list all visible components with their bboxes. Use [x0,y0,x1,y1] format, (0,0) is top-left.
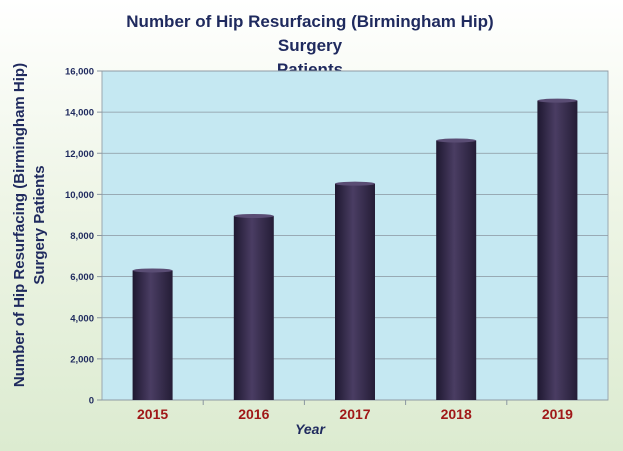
y-tick-label: 14,000 [65,108,94,119]
x-tick-labels: 2015 2016 2017 2018 2019 [137,400,573,422]
x-tick-label: 2016 [238,406,269,422]
bar-body [233,215,274,400]
y-tick-label: 10,000 [65,190,94,201]
bar-2017 [335,181,375,400]
y-tick-label: 16,000 [65,67,94,78]
y-tick-labels: 0 2,000 4,000 6,000 8,000 10,000 12,000 14,000 1… [65,67,94,407]
bar-body [132,270,173,400]
bar-cap [335,181,375,186]
bar-cap [233,213,274,218]
bar-body [335,183,375,400]
bar-2016 [233,213,274,400]
bar-2018 [436,138,477,400]
bar-cap [436,138,477,143]
x-tick-label: 2019 [542,406,573,422]
bars [132,98,578,401]
bar-body [436,140,477,400]
chart-title-line-1: Number of Hip Resurfacing (Birmingham Hi… [126,12,494,55]
bar-2015 [132,268,173,400]
bar-cap [537,98,578,103]
bar-body [537,100,578,401]
bar-cap [132,268,173,273]
y-tick-label: 6,000 [70,272,94,283]
bar-2019 [537,98,578,401]
y-tick-label: 0 [89,396,94,407]
x-axis-title: Year [295,421,325,437]
y-tick-label: 8,000 [70,231,94,242]
y-tick-label: 4,000 [70,313,94,324]
y-tick-label: 2,000 [70,354,94,365]
y-tick-label: 12,000 [65,149,94,160]
x-tick-label: 2018 [441,406,472,422]
x-tick-label: 2017 [339,406,370,422]
x-tick-label: 2015 [137,406,168,422]
